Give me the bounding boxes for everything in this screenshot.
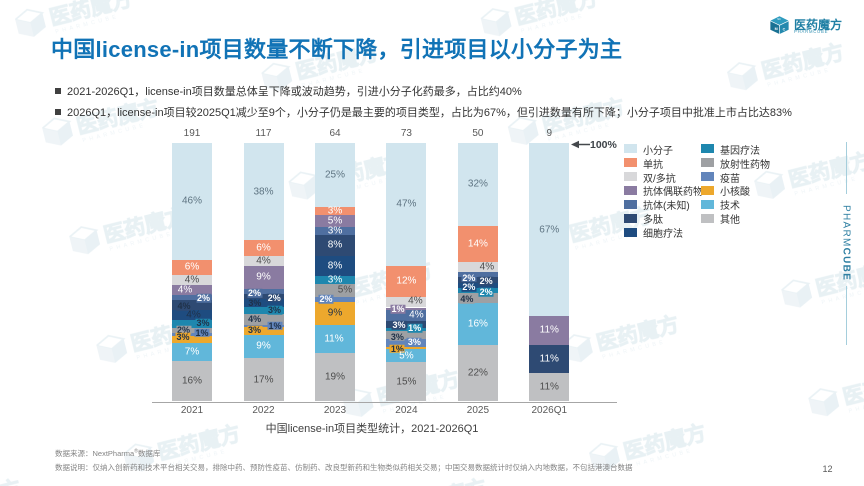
svg-text:MC: MC (777, 19, 781, 21)
svg-text:M: M (775, 27, 778, 31)
svg-text:C: C (783, 27, 786, 31)
